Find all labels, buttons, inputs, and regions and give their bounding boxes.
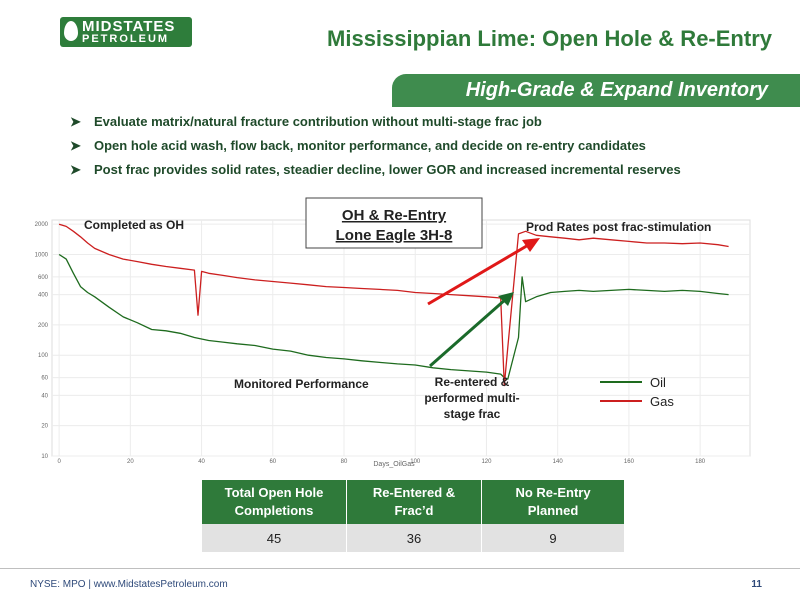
table-cell: 36 xyxy=(346,524,482,552)
slide-title: Mississippian Lime: Open Hole & Re-Entry xyxy=(327,26,772,51)
y-tick-label: 40 xyxy=(41,393,48,399)
x-tick-label: 80 xyxy=(341,459,348,465)
bullet-item: ➤ Evaluate matrix/natural fracture contri… xyxy=(70,112,790,136)
arrow-green-head xyxy=(498,292,514,306)
annotation-reentered-2: performed multi- xyxy=(424,391,519,405)
legend-oil-label: Oil xyxy=(650,375,666,390)
bullet-arrow-icon: ➤ xyxy=(70,162,81,177)
annotation-monitored: Monitored Performance xyxy=(234,377,369,391)
footer: NYSE: MPO | www.MidstatesPetroleum.com 1… xyxy=(0,568,800,601)
chart-title-line-2: Lone Eagle 3H-8 xyxy=(336,227,453,244)
x-tick-label: 160 xyxy=(624,459,635,465)
x-tick-label: 180 xyxy=(695,459,706,465)
oil-drop-icon xyxy=(64,21,78,41)
y-tick-label: 1000 xyxy=(35,252,49,258)
y-tick-label: 10 xyxy=(41,454,48,460)
table-cell: 9 xyxy=(481,524,624,552)
chart-title-line-1: OH & Re-Entry xyxy=(342,207,447,224)
x-tick-label: 40 xyxy=(198,459,205,465)
series-line-gas xyxy=(58,223,729,387)
x-axis-label: Days_OilGas xyxy=(373,461,415,468)
annotation-prod-rates: Prod Rates post frac-stimulation xyxy=(526,220,711,234)
bullet-arrow-icon: ➤ xyxy=(70,114,81,129)
company-logo: MIDSTATES PETROLEUM xyxy=(60,17,192,47)
bullet-list: ➤ Evaluate matrix/natural fracture contri… xyxy=(70,112,790,184)
arrow-red-head xyxy=(522,238,540,252)
y-tick-label: 100 xyxy=(38,353,49,359)
x-tick-label: 60 xyxy=(269,459,276,465)
bullet-item: ➤ Open hole acid wash, flow back, monitor… xyxy=(70,136,790,160)
header-line: No Re-Entry xyxy=(515,485,591,500)
y-tick-label: 60 xyxy=(41,376,48,382)
plot-area xyxy=(51,219,751,457)
arrow-green-line xyxy=(429,297,507,368)
y-tick-label: 600 xyxy=(38,275,49,281)
table-row: 45 36 9 xyxy=(202,524,624,552)
logo-line-1: MIDSTATES xyxy=(82,18,176,35)
bullet-text: Evaluate matrix/natural fracture contrib… xyxy=(94,114,542,129)
bullet-text: Open hole acid wash, flow back, monitor … xyxy=(94,138,646,153)
chart-title-box xyxy=(305,197,483,249)
x-tick-label: 100 xyxy=(410,459,421,465)
x-tick-label: 0 xyxy=(57,459,61,465)
completions-table: Total Open Hole Completions Re-Entered & F… xyxy=(202,480,624,552)
x-tick-label: 20 xyxy=(127,459,134,465)
annotation-completed: Completed as OH xyxy=(84,218,184,232)
page-number: 11 xyxy=(751,579,762,590)
annotation-reentered-1: Re-entered & xyxy=(435,375,510,389)
annotation-reentered-3: stage frac xyxy=(444,407,501,421)
subtitle-bar: High-Grade & Expand Inventory xyxy=(392,74,800,107)
arrow-red-line xyxy=(427,242,531,306)
slide-subtitle: High-Grade & Expand Inventory xyxy=(465,79,768,101)
series-line-oil xyxy=(58,253,729,380)
logo-line-2: PETROLEUM xyxy=(82,33,170,45)
header-line: Completions xyxy=(234,503,314,518)
header-line: Frac’d xyxy=(394,503,434,518)
production-chart-svg: 0 20 40 60 80 100 120 140 160 180 10 20 40 60 100 200 40… xyxy=(35,197,751,468)
footer-ticker: NYSE: MPO | www.MidstatesPetroleum.com xyxy=(30,579,228,590)
header-line: Planned xyxy=(527,503,579,518)
bullet-text: Post frac provides solid rates, steadier… xyxy=(94,162,681,177)
y-tick-label: 200 xyxy=(38,323,49,329)
table-header-cell: Re-Entered & Frac’d xyxy=(346,480,482,524)
y-tick-label: 20 xyxy=(41,424,48,430)
legend-gas-label: Gas xyxy=(650,394,674,409)
bullet-item: ➤ Post frac provides solid rates, steadie… xyxy=(70,160,790,184)
y-tick-label: 400 xyxy=(38,293,49,299)
bullet-arrow-icon: ➤ xyxy=(70,138,81,153)
header-line: Total Open Hole xyxy=(224,485,324,500)
table-cell: 45 xyxy=(202,524,347,552)
production-chart: 0 20 40 60 80 100 120 140 160 180 10 20 40 60 100 200 40… xyxy=(22,196,764,468)
table-header-cell: Total Open Hole Completions xyxy=(202,480,347,524)
table-header-cell: No Re-Entry Planned xyxy=(481,480,624,524)
header-line: Re-Entered & xyxy=(372,485,456,500)
x-tick-label: 140 xyxy=(553,459,564,465)
x-tick-label: 120 xyxy=(481,459,492,465)
table-header-row: Total Open Hole Completions Re-Entered & F… xyxy=(202,480,624,524)
y-tick-label: 2000 xyxy=(35,222,49,228)
